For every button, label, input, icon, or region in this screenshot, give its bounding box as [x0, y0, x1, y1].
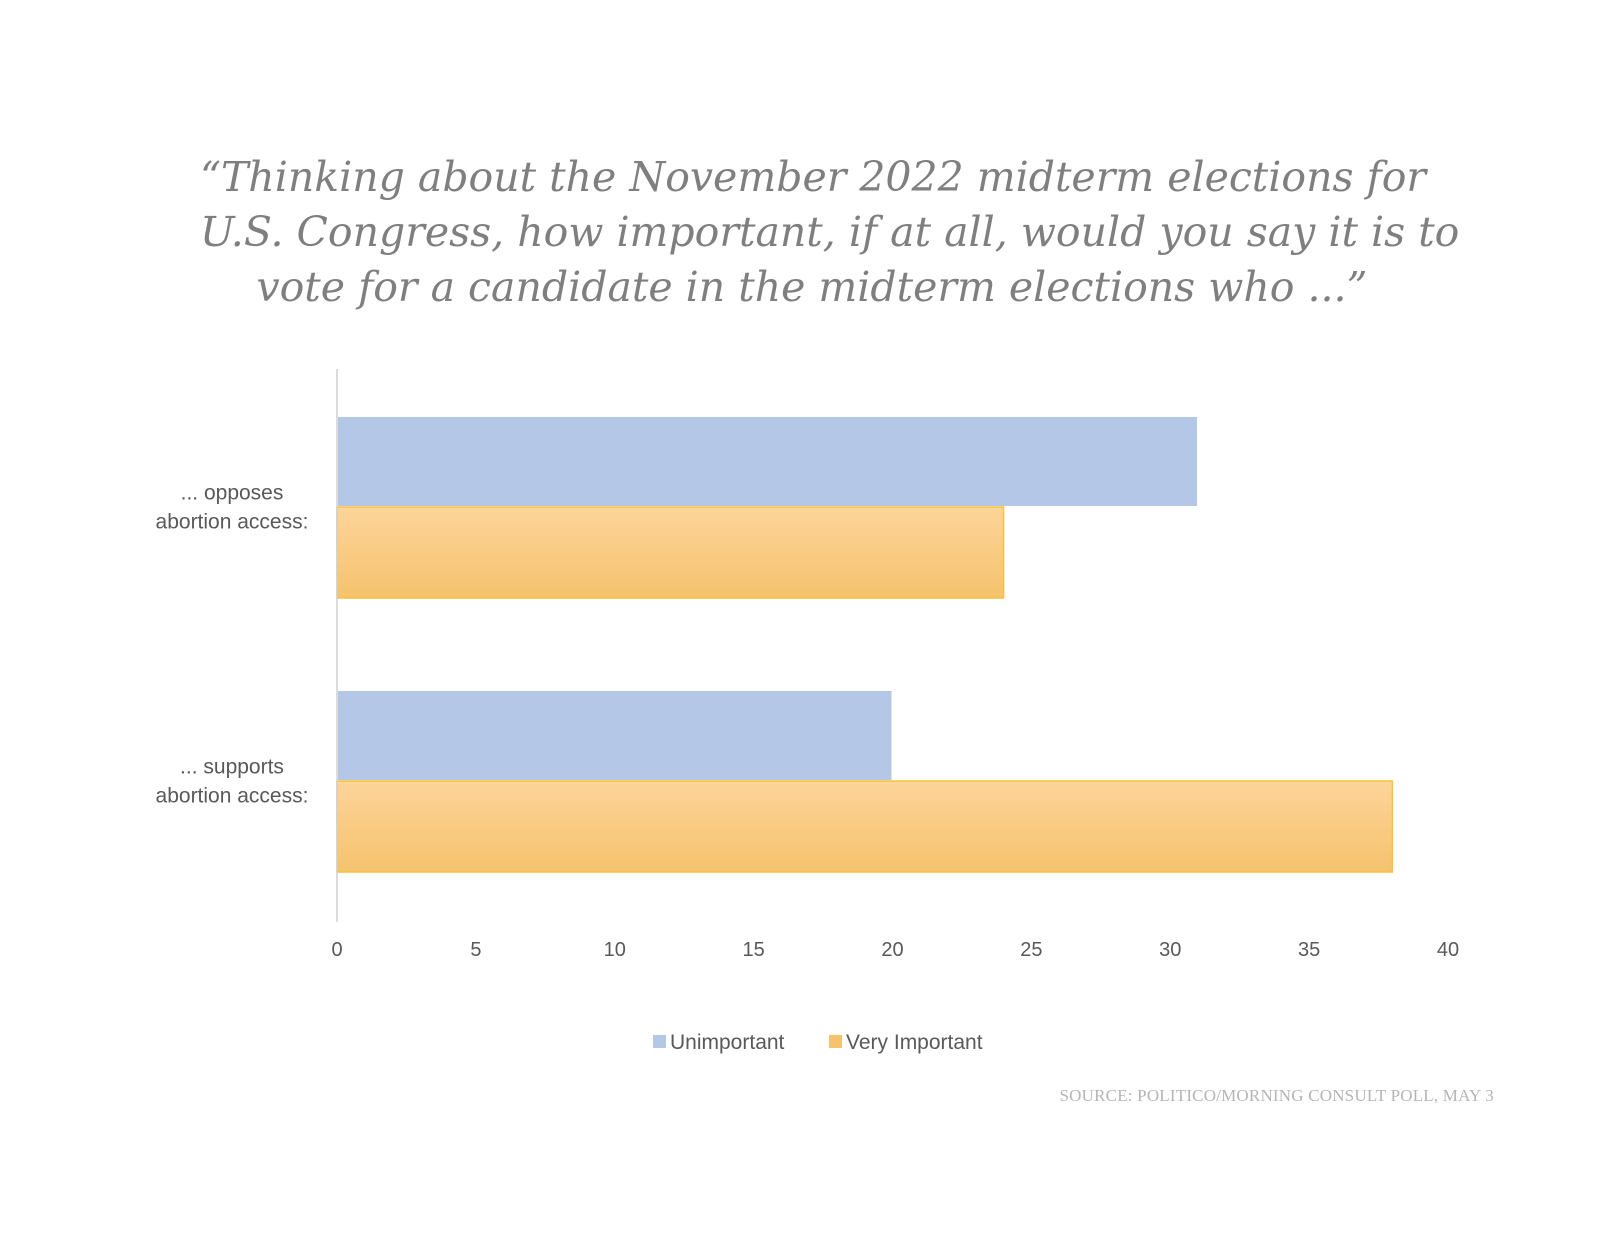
chart-title: “Thinking about the November 2022 midter… [200, 150, 1460, 315]
legend-swatch-very-important [829, 1035, 842, 1048]
x-tick-label: 40 [1437, 939, 1459, 961]
x-tick-label: 30 [1159, 939, 1181, 961]
bar-very-important-supports [336, 780, 1394, 873]
category-label-0-line-1: abortion access: [156, 511, 309, 534]
legend-swatch-unimportant [653, 1035, 666, 1048]
x-axis-ticks: 0 5 10 15 20 25 30 35 40 [331, 939, 1459, 961]
bar-unimportant-supports [336, 689, 894, 782]
title-line-3: vote for a candidate in the midterm elec… [256, 263, 1368, 311]
title-line-1: “Thinking about the November 2022 midter… [200, 153, 1427, 201]
bar-very-important-opposes [336, 506, 1005, 599]
x-tick-label: 10 [604, 939, 626, 961]
legend: Unimportant Very Important [653, 1031, 983, 1054]
bar-unimportant-opposes [336, 415, 1200, 508]
legend-label-unimportant: Unimportant [670, 1031, 785, 1054]
category-label-0-line-0: ... opposes [181, 482, 284, 505]
bars-layer [336, 415, 1394, 873]
x-tick-label: 35 [1298, 939, 1320, 961]
x-tick-label: 15 [743, 939, 765, 961]
source-note: SOURCE: POLITICO/MORNING CONSULT POLL, M… [1059, 1086, 1494, 1105]
legend-label-very-important: Very Important [846, 1031, 983, 1054]
category-labels: ... opposes abortion access: ... supports a… [156, 482, 309, 808]
x-tick-label: 20 [881, 939, 903, 961]
x-tick-label: 0 [331, 939, 342, 961]
title-line-2: U.S. Congress, how important, if at all,… [200, 208, 1460, 256]
category-label-1-line-0: ... supports [180, 756, 284, 779]
x-tick-label: 25 [1020, 939, 1042, 961]
category-label-1-line-1: abortion access: [156, 785, 309, 808]
x-tick-label: 5 [470, 939, 481, 961]
